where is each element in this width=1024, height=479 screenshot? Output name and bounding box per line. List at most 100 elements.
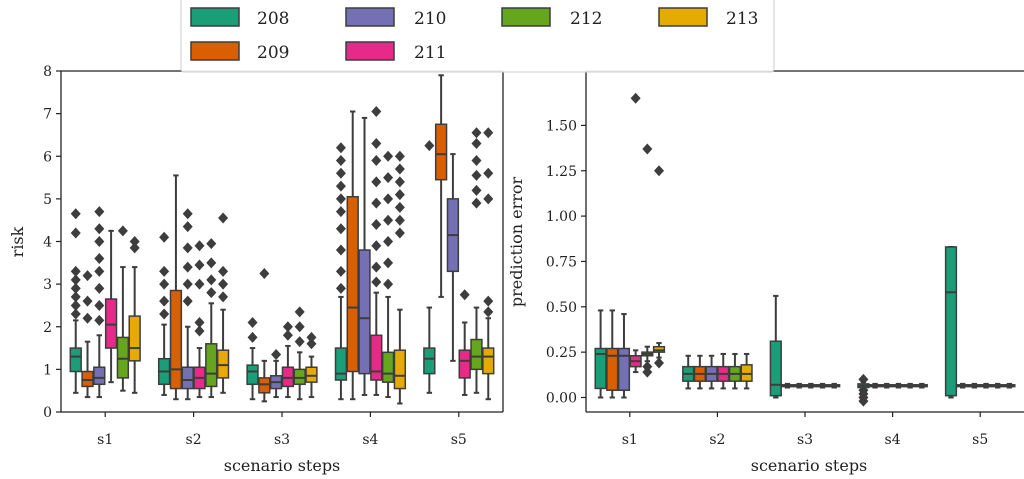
legend-label-208: 208 bbox=[257, 9, 289, 29]
box-iqr bbox=[434, 123, 448, 181]
risk-box-208-s1 bbox=[69, 208, 82, 394]
box-iqr bbox=[594, 347, 607, 390]
legend-item-211: 211 bbox=[345, 41, 446, 63]
flier-point bbox=[335, 167, 346, 179]
box-iqr bbox=[617, 347, 631, 391]
flier-point bbox=[371, 105, 382, 117]
box-iqr bbox=[246, 364, 259, 386]
flier-point bbox=[182, 242, 193, 254]
flier-point bbox=[654, 357, 664, 369]
prediction-error-boxplot-panel: 0.00 0.25 0.50 0.75 1.00 1.25 1.50 s1 s2 s3 s4 s5 s… bbox=[507, 70, 1024, 475]
prediction-error-box-213-s3 bbox=[828, 382, 841, 389]
flier-point bbox=[394, 163, 405, 175]
risk-box-213-s5 bbox=[482, 127, 495, 401]
flier-point bbox=[194, 278, 205, 290]
flier-point bbox=[159, 265, 170, 277]
prediction-error-x-tick-label: s1 bbox=[622, 432, 638, 448]
risk-y-tick-label: 2 bbox=[43, 320, 52, 336]
flier-point bbox=[371, 218, 382, 230]
prediction-error-box-211-s1 bbox=[629, 92, 642, 374]
prediction-error-y-tick-label: 0.75 bbox=[546, 254, 577, 270]
box-iqr bbox=[216, 349, 230, 379]
risk-box-210-s3 bbox=[269, 348, 283, 399]
legend-item-210: 210 bbox=[345, 7, 446, 29]
prediction-error-box-209-s4 bbox=[868, 382, 882, 389]
flier-point bbox=[335, 223, 346, 235]
risk-box-211-s1 bbox=[104, 229, 118, 384]
flier-point bbox=[459, 289, 470, 301]
risk-plot-area: 0 1 2 3 4 5 6 7 8 s1 s2 s3 s4 s5 bbox=[43, 64, 504, 448]
flier-point bbox=[383, 150, 394, 162]
flier-point bbox=[383, 278, 394, 290]
flier-point bbox=[70, 274, 81, 286]
flier-point bbox=[294, 336, 305, 348]
prediction-error-y-tick-label: 1.25 bbox=[546, 164, 577, 180]
flier-point bbox=[159, 308, 170, 320]
legend-swatch-209 bbox=[190, 41, 240, 61]
legend-item-209: 209 bbox=[190, 41, 289, 63]
prediction-error-box-208-s3 bbox=[769, 294, 782, 399]
flier-point bbox=[383, 172, 394, 184]
prediction-error-box-212-s5 bbox=[991, 382, 1004, 389]
risk-box-208-s4 bbox=[334, 142, 348, 401]
prediction-error-x-tick-label: s3 bbox=[797, 432, 813, 448]
prediction-error-y-axis-label: prediction error bbox=[507, 177, 526, 308]
flier-point bbox=[218, 265, 229, 277]
flier-point bbox=[858, 373, 869, 385]
prediction-error-x-axis-label: scenario steps bbox=[751, 456, 868, 475]
prediction-error-x-tick-label: s5 bbox=[972, 432, 988, 448]
flier-point bbox=[282, 321, 293, 333]
flier-point bbox=[182, 295, 193, 307]
flier-point bbox=[394, 214, 405, 226]
flier-point bbox=[70, 291, 81, 303]
box-iqr bbox=[358, 249, 371, 375]
flier-point bbox=[182, 208, 193, 220]
risk-x-tick-label: s1 bbox=[97, 432, 113, 448]
risk-box-211-s3 bbox=[281, 321, 295, 399]
flier-point bbox=[117, 225, 128, 237]
flier-point bbox=[471, 169, 482, 181]
flier-point bbox=[159, 295, 170, 307]
flier-point bbox=[247, 331, 258, 343]
flier-point bbox=[82, 295, 93, 307]
box-iqr bbox=[293, 368, 306, 386]
risk-box-212-s2 bbox=[205, 238, 218, 399]
flier-point bbox=[94, 236, 105, 247]
flier-point bbox=[483, 295, 494, 307]
prediction-error-y-tick-label: 0.50 bbox=[546, 300, 577, 316]
flier-point bbox=[94, 282, 105, 294]
flier-point bbox=[383, 193, 394, 205]
flier-point bbox=[471, 197, 482, 209]
risk-y-tick-label: 7 bbox=[43, 107, 52, 123]
flier-point bbox=[206, 238, 217, 250]
flier-point bbox=[94, 253, 105, 265]
box-iqr bbox=[93, 366, 106, 386]
flier-point bbox=[371, 176, 382, 188]
prediction-error-box-209-s2 bbox=[693, 354, 707, 390]
box-iqr bbox=[104, 298, 118, 349]
risk-box-212-s1 bbox=[116, 225, 130, 392]
legend-swatch-211 bbox=[345, 41, 395, 61]
box-iqr bbox=[181, 366, 194, 390]
flier-point bbox=[282, 329, 293, 341]
risk-box-211-s5 bbox=[458, 289, 471, 396]
prediction-error-box-211-s2 bbox=[717, 352, 730, 390]
risk-y-tick-label: 8 bbox=[43, 64, 52, 80]
flier-point bbox=[654, 165, 664, 177]
flier-point bbox=[383, 214, 394, 226]
flier-point bbox=[70, 308, 81, 320]
flier-point bbox=[70, 227, 81, 239]
flier-point bbox=[394, 201, 405, 213]
risk-box-213-s3 bbox=[305, 331, 318, 399]
flier-point bbox=[94, 206, 105, 218]
legend-frame bbox=[180, 0, 775, 73]
prediction-error-box-210-s1 bbox=[617, 313, 631, 399]
legend-item-212: 212 bbox=[501, 7, 602, 29]
flier-point bbox=[471, 137, 482, 149]
legend-swatch-212 bbox=[501, 7, 551, 27]
risk-y-tick-label: 0 bbox=[43, 405, 52, 421]
prediction-error-x-tick-label: s2 bbox=[709, 432, 725, 448]
flier-point bbox=[371, 276, 382, 288]
